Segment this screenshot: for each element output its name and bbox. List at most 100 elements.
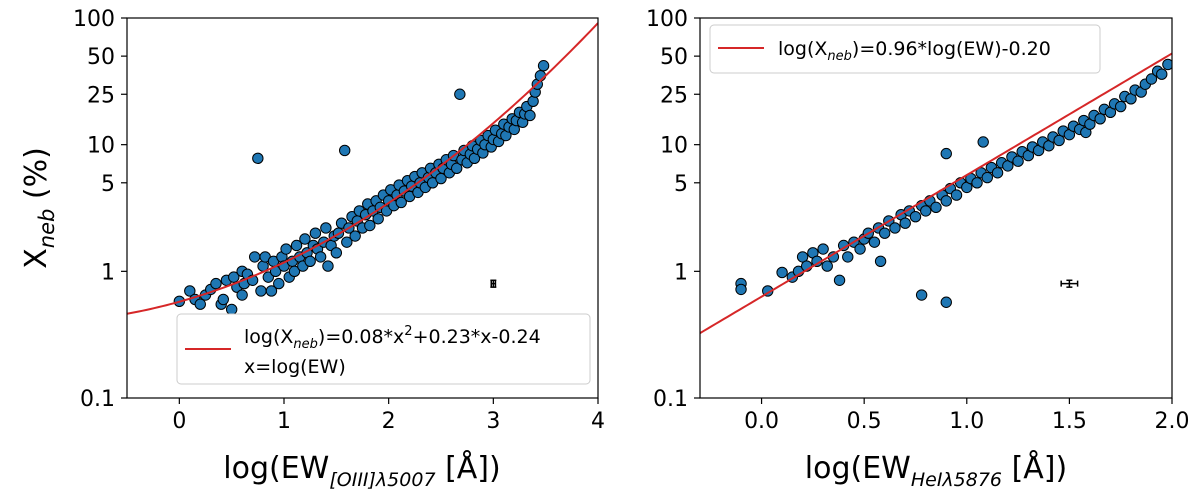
data-point (349, 230, 361, 242)
y-tick-label: 10 (660, 134, 688, 159)
right-panel: 0.0 0.5 1.0 1.5 2.0 0.1 1 5 10 25 50 100 log(Xneb)… (646, 7, 1190, 491)
x-tick-label: 3 (486, 409, 500, 434)
data-point (537, 60, 550, 72)
data-point (868, 236, 881, 248)
data-point (217, 293, 229, 306)
y-tick-label: 0.1 (80, 387, 115, 412)
data-point (330, 247, 343, 259)
data-point (920, 205, 932, 217)
y-tick-label: 100 (73, 7, 115, 32)
y-tick-label: 5 (101, 172, 115, 197)
data-point (290, 239, 303, 252)
data-point (225, 303, 238, 316)
data-point (915, 289, 928, 301)
left-legend: log(Xneb)=0.08*x2+0.23*x-0.24 x=log(EW) (176, 313, 591, 385)
y-tick-label: 50 (660, 45, 688, 70)
data-point (252, 152, 264, 165)
data-point (527, 95, 539, 107)
data-point (248, 251, 261, 263)
x-tick-label: 1.0 (949, 409, 984, 434)
left-x-ticks: 0 1 2 3 4 (172, 398, 605, 434)
y-tick-label: 25 (660, 83, 688, 108)
data-point (909, 210, 922, 223)
data-point (821, 260, 833, 272)
right-legend-label: log(Xneb)=0.96*log(EW)-0.20 (778, 38, 1051, 64)
data-point (194, 298, 206, 310)
data-point (842, 251, 854, 263)
data-point (735, 283, 747, 296)
data-point (280, 243, 292, 255)
right-x-ticks: 0.0 0.5 1.0 1.5 2.0 (744, 398, 1190, 434)
data-point (341, 236, 353, 248)
data-point (1156, 68, 1168, 80)
y-tick-label: 0.1 (653, 387, 688, 412)
data-point (889, 222, 901, 234)
data-point (320, 222, 332, 234)
data-point (940, 296, 952, 308)
data-point (1094, 113, 1106, 125)
left-axes-frame (126, 17, 599, 399)
data-point (236, 289, 248, 301)
data-point (874, 255, 887, 267)
data-point (454, 88, 466, 100)
left-errorbar (490, 279, 497, 288)
left-fit-line (127, 22, 598, 315)
right-legend-box (709, 24, 1101, 74)
data-point (977, 136, 989, 148)
data-point (1012, 155, 1024, 167)
right-x-axis-label: log(EWHeIλ5876 [Å]) (805, 450, 1067, 491)
x-tick-label: 4 (591, 409, 605, 434)
x-tick-label: 0 (172, 409, 186, 434)
data-point (228, 271, 240, 283)
data-point (1145, 73, 1158, 85)
y-tick-label: 10 (87, 134, 115, 159)
data-point (210, 277, 222, 290)
data-point (255, 285, 267, 297)
data-point (940, 147, 952, 160)
x-tick-label: 1.5 (1052, 409, 1087, 434)
data-point (776, 266, 788, 279)
data-point (395, 196, 407, 209)
y-tick-label: 5 (674, 172, 688, 197)
right-scatter-points (735, 58, 1172, 308)
data-point (299, 233, 311, 245)
data-point (971, 177, 983, 189)
data-point (273, 277, 285, 290)
y-tick-label: 1 (101, 260, 115, 285)
y-tick-label: 50 (87, 45, 115, 70)
data-point (991, 167, 1004, 179)
data-point (796, 251, 809, 263)
x-tick-label: 1 (277, 409, 291, 434)
data-point (1053, 134, 1065, 147)
right-errorbar (1060, 279, 1079, 288)
data-point (940, 195, 952, 207)
right-legend: log(Xneb)=0.96*log(EW)-0.20 (709, 24, 1101, 74)
data-point (288, 265, 301, 278)
data-point (339, 144, 351, 157)
left-legend-label: log(Xneb)=0.08*x2+0.23*x-0.24 (244, 324, 541, 352)
x-tick-label: 0.0 (744, 409, 779, 434)
right-fit-line (700, 52, 1172, 335)
data-point (1115, 100, 1127, 113)
data-point (262, 271, 274, 283)
data-point (184, 285, 196, 297)
data-point (879, 227, 891, 239)
data-point (304, 255, 316, 267)
data-point (833, 274, 846, 286)
y-axis-label: Xneb (%) (19, 147, 59, 269)
data-point (309, 227, 322, 239)
data-point (854, 243, 866, 255)
data-point (364, 219, 376, 232)
data-point (451, 162, 463, 175)
left-x-axis-label: log(EW[OIII]λ5007 [Å]) (223, 450, 500, 491)
data-point (950, 189, 963, 201)
data-point (524, 109, 536, 122)
data-point (265, 285, 278, 297)
x-tick-label: 2 (382, 409, 396, 434)
right-axes-frame (699, 17, 1173, 399)
right-y-ticks: 0.1 1 5 10 25 50 100 (646, 7, 700, 412)
data-point (1162, 58, 1172, 71)
data-point (817, 243, 829, 255)
left-scatter-points (173, 60, 550, 316)
